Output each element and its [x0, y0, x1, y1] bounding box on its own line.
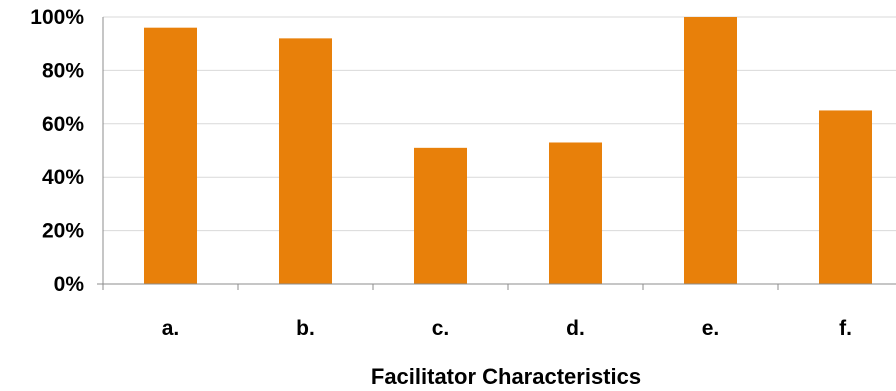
bar — [549, 142, 602, 284]
x-tick-label: c. — [432, 317, 450, 340]
bar — [414, 147, 467, 284]
bar — [819, 110, 872, 284]
x-tick-label: a. — [162, 317, 180, 340]
bar — [279, 38, 332, 284]
bar — [144, 27, 197, 285]
x-axis-title: Facilitator Characteristics — [371, 364, 641, 389]
x-tick-label: e. — [702, 317, 720, 340]
x-tick-label: d. — [566, 317, 585, 340]
bars — [144, 17, 872, 285]
axes — [97, 17, 896, 290]
y-tick-label: 0% — [54, 273, 85, 296]
x-tick-label: b. — [296, 317, 315, 340]
y-tick-label: 60% — [42, 113, 84, 136]
bar — [684, 17, 737, 284]
x-tick-label: f. — [839, 317, 852, 340]
x-tick-labels: a. b. c. d. e. f. — [162, 317, 852, 340]
y-tick-label: 40% — [42, 166, 84, 189]
y-tick-label: 100% — [30, 6, 84, 29]
gridlines — [103, 16, 896, 232]
y-tick-labels: 0% 20% 40% 60% 80% 100% — [30, 6, 84, 296]
y-tick-label: 80% — [42, 59, 84, 82]
y-tick-label: 20% — [42, 220, 84, 243]
